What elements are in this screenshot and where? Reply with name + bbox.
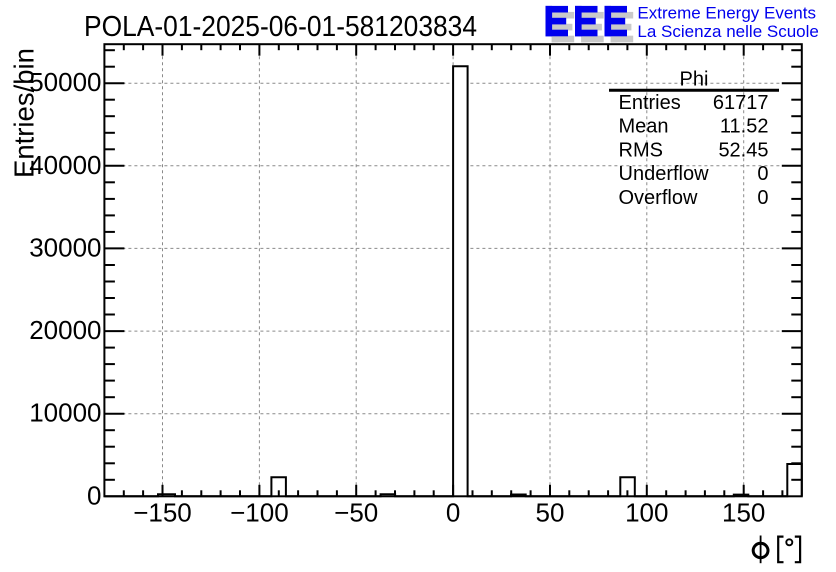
svg-text:POLA-01-2025-06-01-581203834: POLA-01-2025-06-01-581203834 — [84, 11, 477, 43]
svg-text:100: 100 — [625, 498, 668, 528]
svg-text:10000: 10000 — [29, 398, 101, 428]
svg-text:61717: 61717 — [713, 92, 769, 114]
svg-text:30000: 30000 — [29, 232, 101, 262]
svg-text:Extreme Energy Events: Extreme Energy Events — [637, 4, 816, 23]
svg-text:Entries/bin: Entries/bin — [9, 48, 40, 178]
svg-text:0: 0 — [757, 187, 768, 209]
svg-text:Underflow: Underflow — [619, 163, 710, 185]
svg-text:50000: 50000 — [29, 67, 101, 97]
svg-text:−50: −50 — [334, 498, 378, 528]
svg-text:RMS: RMS — [619, 139, 663, 161]
svg-text:11.52: 11.52 — [720, 116, 769, 138]
svg-text:Overflow: Overflow — [619, 187, 698, 209]
svg-text:0: 0 — [757, 163, 768, 185]
svg-text:52.45: 52.45 — [718, 139, 768, 161]
svg-text:150: 150 — [722, 498, 765, 528]
svg-text:50: 50 — [536, 498, 565, 528]
svg-text:−100: −100 — [230, 498, 289, 528]
svg-text:La Scienza nelle Scuole: La Scienza nelle Scuole — [637, 22, 818, 41]
svg-text:0: 0 — [87, 480, 101, 510]
svg-text:Phi: Phi — [680, 69, 709, 91]
svg-text:40000: 40000 — [29, 150, 101, 180]
svg-text:20000: 20000 — [29, 315, 101, 345]
svg-text:Mean: Mean — [619, 116, 669, 138]
svg-text:0: 0 — [446, 498, 460, 528]
svg-text:Entries: Entries — [619, 92, 681, 114]
svg-text:−150: −150 — [133, 498, 192, 528]
